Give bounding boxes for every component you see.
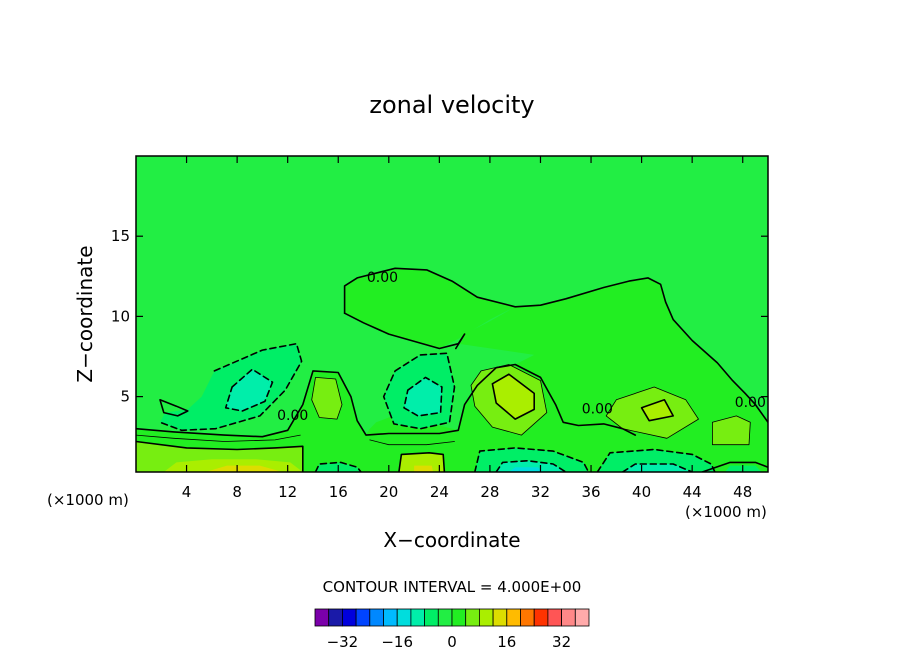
x-tick-label-36: 36 [581, 483, 600, 501]
y-tick-label-15: 15 [111, 227, 130, 245]
x-tick-label-24: 24 [430, 483, 449, 501]
contour-line-thin-contour-warm-outer [470, 364, 548, 436]
contour-line-dashed-contour-center-mid [382, 352, 456, 430]
x-axis-ticks: 4 8 12 16 20 24 28 32 36 40 44 48 [182, 156, 752, 501]
colorbar-swatch-10 [451, 608, 467, 627]
y-tick-label-5: 5 [120, 388, 130, 406]
y-tick-label-10: 10 [111, 307, 130, 325]
x-tick-label-32: 32 [531, 483, 550, 501]
contour-line-zero-contour-right-core [640, 398, 675, 422]
contour-fill-warm-core-right-inner [641, 399, 674, 421]
contour-fill-surface-center-block-core [414, 465, 433, 472]
x-tick-label-8: 8 [232, 483, 242, 501]
colorbar-swatch-8 [424, 608, 439, 627]
colorbar-swatch-17 [547, 608, 563, 627]
x-tick-label-16: 16 [329, 483, 348, 501]
contour-line-zero-contour-small-left [159, 398, 189, 417]
colorbar-swatch-18 [561, 608, 576, 627]
colorbar-swatch-7 [410, 608, 425, 627]
contour-fill-surface-left-core [205, 465, 283, 472]
colorbar-tick-label-0: −32 [327, 633, 359, 651]
x-tick-label-48: 48 [733, 483, 752, 501]
contour-line-dashed-contour-center-mid-inner [403, 376, 443, 417]
colorbar-tick-label-3: 16 [497, 633, 516, 651]
colorbar-swatch-0 [314, 608, 330, 627]
contour-fill-surface-negative-center-core [508, 467, 543, 472]
colorbar-swatch-12 [478, 608, 494, 627]
colorbar-swatch-14 [506, 608, 521, 627]
colorbar-tick-label-4: 32 [552, 633, 571, 651]
contour-lines [136, 267, 768, 472]
contour-line-dashed-contour-left-mid-inner [224, 368, 274, 412]
colorbar-tick-labels: −32 −16 0 16 32 [327, 633, 572, 651]
contour-label-1: 0.00 [277, 408, 308, 424]
x-unit-left-label: (×1000 m) [47, 491, 129, 509]
colorbar-swatch-4 [369, 608, 384, 627]
contour-line-thin-contour-right-outer [605, 386, 699, 439]
colorbar-swatch-2 [341, 608, 357, 627]
contour-fill-surface-center-block [398, 452, 445, 472]
contour-interval-label: CONTOUR INTERVAL = 4.000E+00 [323, 578, 582, 596]
contour-line-zero-contour-surface-right [701, 461, 768, 472]
contour-line-thin-contour-left-col [311, 376, 343, 420]
colorbar [314, 608, 590, 627]
contour-line-dashed-contour-left-mid [159, 342, 303, 432]
x-tick-label-4: 4 [182, 483, 192, 501]
contour-labels: 0.00 0.00 0.00 0.00 [277, 270, 766, 424]
contour-line-zero-contour-lower [136, 363, 637, 438]
colorbar-tick-label-2: 0 [447, 633, 457, 651]
contour-line-thin-contour-left-band [136, 434, 301, 442]
colorbar-swatch-15 [520, 608, 535, 627]
colorbar-swatch-16 [533, 608, 549, 627]
colorbar-swatch-6 [396, 608, 412, 627]
x-tick-label-28: 28 [480, 483, 499, 501]
colorbar-swatch-19 [574, 608, 590, 627]
contour-fill-positive-upper-region [136, 277, 768, 472]
x-axis-label: X−coordinate [383, 528, 520, 552]
x-tick-label-20: 20 [379, 483, 398, 501]
x-tick-label-40: 40 [632, 483, 651, 501]
colorbar-swatch-3 [355, 608, 371, 627]
contour-fill-negative-center-mid-inner [404, 377, 442, 416]
colorbar-swatch-5 [383, 608, 398, 627]
y-axis-ticks: 5 10 15 [111, 227, 768, 406]
contour-line-thin-contour-center-band [369, 439, 455, 446]
x-tick-label-12: 12 [278, 483, 297, 501]
y-axis-label: Z−coordinate [73, 245, 97, 382]
chart-title: zonal velocity [369, 91, 534, 119]
contour-fill-negative-left-mid-inner [225, 369, 273, 411]
colorbar-swatch-1 [328, 608, 343, 627]
contour-fill-surface-negative-right [597, 449, 715, 472]
x-unit-right-label: (×1000 m) [685, 503, 767, 521]
contour-line-zero-contour-upper-left [343, 312, 466, 350]
contour-label-2: 0.00 [582, 401, 613, 417]
contour-fill-upper-zero-bulge [344, 268, 516, 349]
contour-line-zero-contour-surface-center [398, 451, 446, 472]
contour-line-dashed-contour-surface-midleft [314, 461, 362, 472]
contour-fill-surface-negative-far-right [725, 465, 762, 472]
colorbar-swatch-9 [437, 608, 453, 627]
contour-line-zero-contour-surface-left [136, 440, 304, 472]
contour-fill-warm-core-far-right [712, 415, 751, 445]
contour-label-0: 0.00 [367, 270, 398, 286]
contour-line-dashed-contour-surface-right [596, 448, 716, 472]
x-tick-label-44: 44 [683, 483, 702, 501]
contour-fill-surface-negative-right-inner [622, 464, 693, 472]
contour-line-dashed-contour-surface-center-inner [495, 459, 567, 472]
contour-line-dashed-contour-surface-center [473, 447, 590, 472]
contour-line-zero-contour-upper [343, 267, 768, 424]
contour-fills [136, 156, 768, 472]
colorbar-tick-label-1: −16 [381, 633, 413, 651]
plot-frame [135, 155, 769, 473]
contour-line-dashed-contour-surface-right-inner [621, 463, 694, 472]
contour-line-thin-contour-far-right [712, 415, 751, 446]
colorbar-swatch-13 [492, 608, 508, 627]
contour-fill-warm-core-left-col [311, 377, 342, 420]
contour-label-3: 0.00 [735, 395, 766, 411]
colorbar-swatch-11 [465, 608, 480, 627]
contour-line-zero-contour-warm-core [491, 373, 536, 420]
